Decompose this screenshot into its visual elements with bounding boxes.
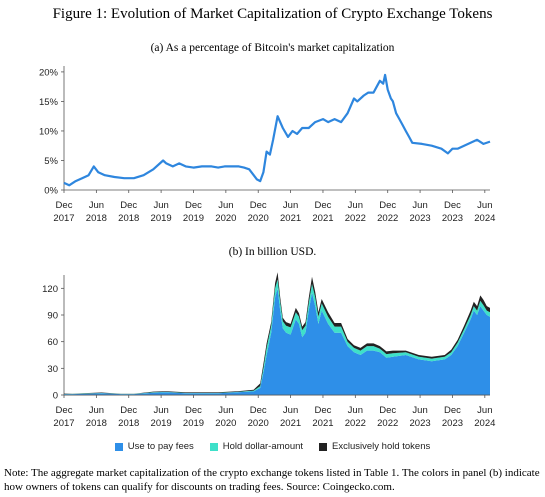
panel-a-chart: 0% 5% 10% 15% 20% Dec 2017 Jun 2018 Dec 2018 Jun 201…	[39, 66, 495, 224]
panel-a-x-tick-year: 2022	[345, 213, 366, 224]
panel-b-x-tick-year: 2018	[86, 418, 107, 429]
legend: Use to pay fees Hold dollar-amount Exclu…	[0, 441, 545, 452]
panel-b-x-tick-year: 2020	[248, 418, 269, 429]
panel-b-x-tick-month: Jun	[477, 405, 492, 416]
panel-a-x-tick-year: 2018	[118, 213, 139, 224]
panel-b-x-tick-month: Jun	[89, 405, 104, 416]
panel-a-x-tick-month: Dec	[120, 200, 137, 211]
panel-b-y-tick-label: 90	[47, 311, 58, 322]
panel-b-x-tick-month: Dec	[379, 405, 396, 416]
panel-a-title: (a) As a percentage of Bitcoin's market …	[150, 42, 395, 54]
area-series-0	[64, 288, 490, 395]
panel-b-x-tick-month: Dec	[185, 405, 202, 416]
panel-b-x-tick-year: 2021	[312, 418, 333, 429]
panel-b-y-tick-label: 120	[42, 284, 58, 295]
legend-label-hold: Hold dollar-amount	[222, 441, 304, 452]
panel-a-y-tick-label: 20%	[39, 67, 59, 78]
panel-a-x-tick-year: 2019	[151, 213, 172, 224]
panel-b-title: (b) In billion USD.	[228, 246, 317, 258]
panel-b-y-tick-label: 30	[47, 364, 58, 375]
panel-a-x-tick-month: Dec	[250, 200, 267, 211]
panel-a-x-tick-month: Jun	[283, 200, 298, 211]
panel-b-x-tick-year: 2020	[215, 418, 236, 429]
panel-a-x-tick-year: 2021	[312, 213, 333, 224]
panel-a-x-tick-month: Jun	[153, 200, 168, 211]
panel-a-x-tick-month: Jun	[348, 200, 363, 211]
panel-a-x-tick-year: 2018	[86, 213, 107, 224]
panel-b-x-tick-month: Jun	[348, 405, 363, 416]
panel-b-x-tick-year: 2019	[183, 418, 204, 429]
panel-a-x-tick-year: 2021	[280, 213, 301, 224]
panel-a-x-tick-year: 2023	[410, 213, 431, 224]
panel-a-x-tick-year: 2017	[53, 213, 74, 224]
panel-b-x-tick-month: Jun	[412, 405, 427, 416]
panel-b-x-tick-year: 2024	[474, 418, 495, 429]
panel-b-x-tick-year: 2023	[442, 418, 463, 429]
panel-b-x-tick-month: Dec	[315, 405, 332, 416]
panel-b-x-tick-year: 2021	[280, 418, 301, 429]
panel-a-x-tick-month: Jun	[89, 200, 104, 211]
panel-a-x-tick-year: 2024	[474, 213, 495, 224]
panel-b-chart: 0 30 60 90 120 Dec 2017 Jun 2018 Dec 2018 Jun 2019 De…	[42, 272, 495, 429]
panel-b-x-tick-year: 2022	[377, 418, 398, 429]
panel-a-y-tick-label: 10%	[39, 126, 59, 137]
legend-label-fees: Use to pay fees	[127, 441, 194, 452]
panel-a-x-tick-month: Jun	[412, 200, 427, 211]
panel-a-x-tick-month: Dec	[315, 200, 332, 211]
panel-b-x-tick-year: 2019	[151, 418, 172, 429]
panel-a-y-tick-label: 5%	[44, 156, 58, 167]
panel-a-x-tick-year: 2023	[442, 213, 463, 224]
legend-item-exclusive: Exclusively hold tokens	[319, 441, 430, 452]
panel-b-x-tick-year: 2017	[53, 418, 74, 429]
panel-b-x-tick-month: Dec	[56, 405, 73, 416]
panel-a-y-tick-label: 0%	[44, 186, 58, 197]
panel-a-x-tick-month: Jun	[218, 200, 233, 211]
legend-item-hold: Hold dollar-amount	[209, 441, 304, 452]
panel-a-x-tick-year: 2020	[248, 213, 269, 224]
panel-b-x-tick-year: 2022	[345, 418, 366, 429]
panel-b-x-tick-month: Jun	[218, 405, 233, 416]
panel-a-y-tick-label: 15%	[39, 97, 59, 108]
panel-a-x-tick-month: Jun	[477, 200, 492, 211]
panel-b-x-tick-month: Dec	[444, 405, 461, 416]
legend-item-fees: Use to pay fees	[114, 441, 194, 452]
panel-a-x-tick-year: 2019	[183, 213, 204, 224]
panel-a-x-tick-year: 2022	[377, 213, 398, 224]
figure-note: Note: The aggregate market capitalizatio…	[4, 467, 540, 493]
panel-b-y-tick-label: 0	[53, 391, 58, 402]
panel-a-x-tick-month: Dec	[444, 200, 461, 211]
panel-a-x-tick-month: Dec	[56, 200, 73, 211]
panel-b-x-tick-month: Jun	[283, 405, 298, 416]
legend-label-exclusive: Exclusively hold tokens	[332, 441, 431, 452]
panel-a-x-tick-month: Dec	[185, 200, 202, 211]
panel-b-x-tick-year: 2018	[118, 418, 139, 429]
legend-swatch-hold	[209, 442, 218, 451]
figure-title: Figure 1: Evolution of Market Capitaliza…	[52, 6, 493, 22]
panel-b-x-tick-year: 2023	[410, 418, 431, 429]
panel-a-x-tick-year: 2020	[215, 213, 236, 224]
legend-swatch-fees	[114, 442, 123, 451]
panel-a-x-tick-month: Dec	[379, 200, 396, 211]
panel-b-x-tick-month: Jun	[153, 405, 168, 416]
series-line-pct-btc	[63, 73, 491, 187]
panel-b-y-tick-label: 60	[47, 337, 58, 348]
panel-b-x-tick-month: Dec	[120, 405, 137, 416]
legend-swatch-exclusive	[319, 442, 328, 451]
panel-b-x-tick-month: Dec	[250, 405, 267, 416]
